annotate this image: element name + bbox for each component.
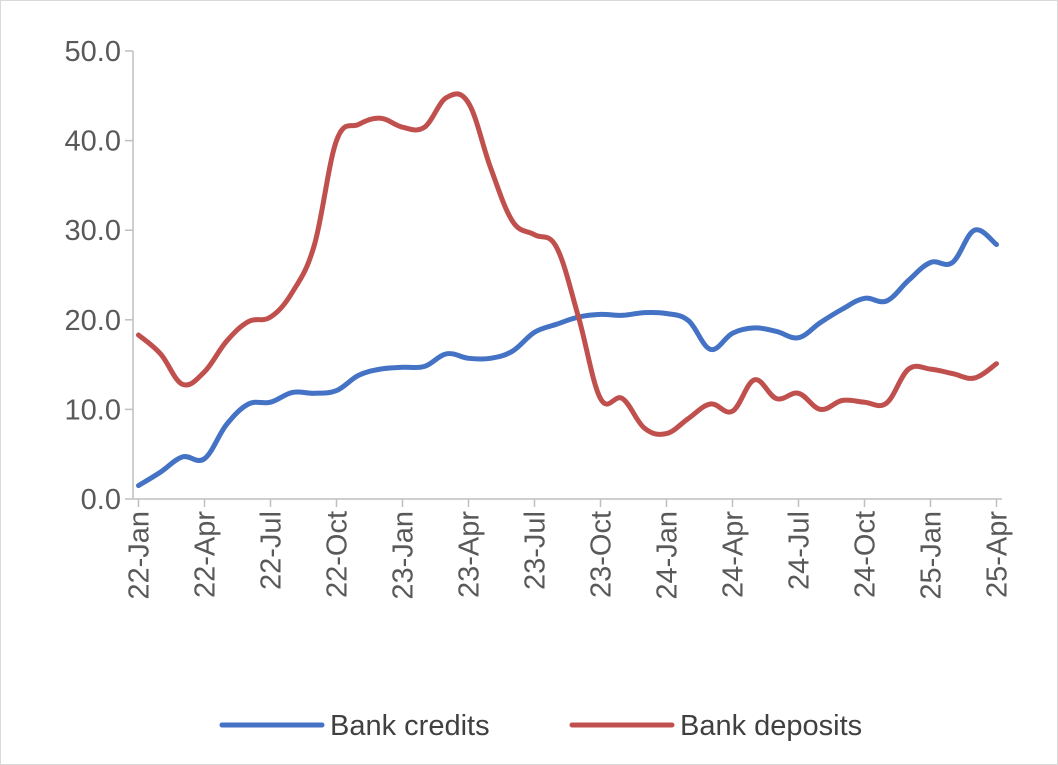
x-axis-ticks: 22-Jan 22-Apr 22-Jul 22-Oct 23-Jan 23-Apr 23-J… — [124, 499, 1014, 600]
x-tick-label: 24-Apr — [718, 511, 750, 598]
series-line-bank-deposits — [136, 91, 999, 437]
y-tick-label: 30.0 — [65, 215, 121, 247]
x-tick-label: 25-Jan — [916, 511, 948, 600]
legend-label-bank-credits: Bank credits — [330, 710, 490, 742]
y-tick-label: 40.0 — [65, 126, 121, 158]
series-lines — [136, 91, 999, 489]
x-tick-label: 24-Oct — [850, 511, 882, 598]
x-tick-label: 24-Jan — [652, 511, 684, 600]
y-tick-label: 20.0 — [65, 305, 121, 337]
x-tick-label: 22-Oct — [322, 511, 354, 598]
x-tick-label: 23-Oct — [586, 511, 618, 598]
x-tick-label: 23-Jan — [388, 511, 420, 600]
x-tick-label: 22-Apr — [190, 511, 222, 598]
y-tick-label: 0.0 — [81, 484, 121, 516]
y-tick-label: 50.0 — [65, 36, 121, 68]
x-tick-label: 23-Apr — [454, 511, 486, 598]
x-tick-label: 22-Jul — [256, 511, 288, 590]
x-tick-label: 22-Jan — [124, 511, 156, 600]
x-tick-label: 24-Jul — [784, 511, 816, 590]
series-line-bank-credits — [136, 227, 999, 489]
legend: Bank credits Bank deposits — [219, 710, 862, 742]
x-tick-label: 25-Apr — [982, 511, 1014, 598]
legend-label-bank-deposits: Bank deposits — [680, 710, 862, 742]
y-axis-ticks: 0.0 10.0 20.0 30.0 40.0 50.0 — [65, 36, 133, 516]
x-tick-label: 23-Jul — [520, 511, 552, 590]
y-tick-label: 10.0 — [65, 394, 121, 426]
